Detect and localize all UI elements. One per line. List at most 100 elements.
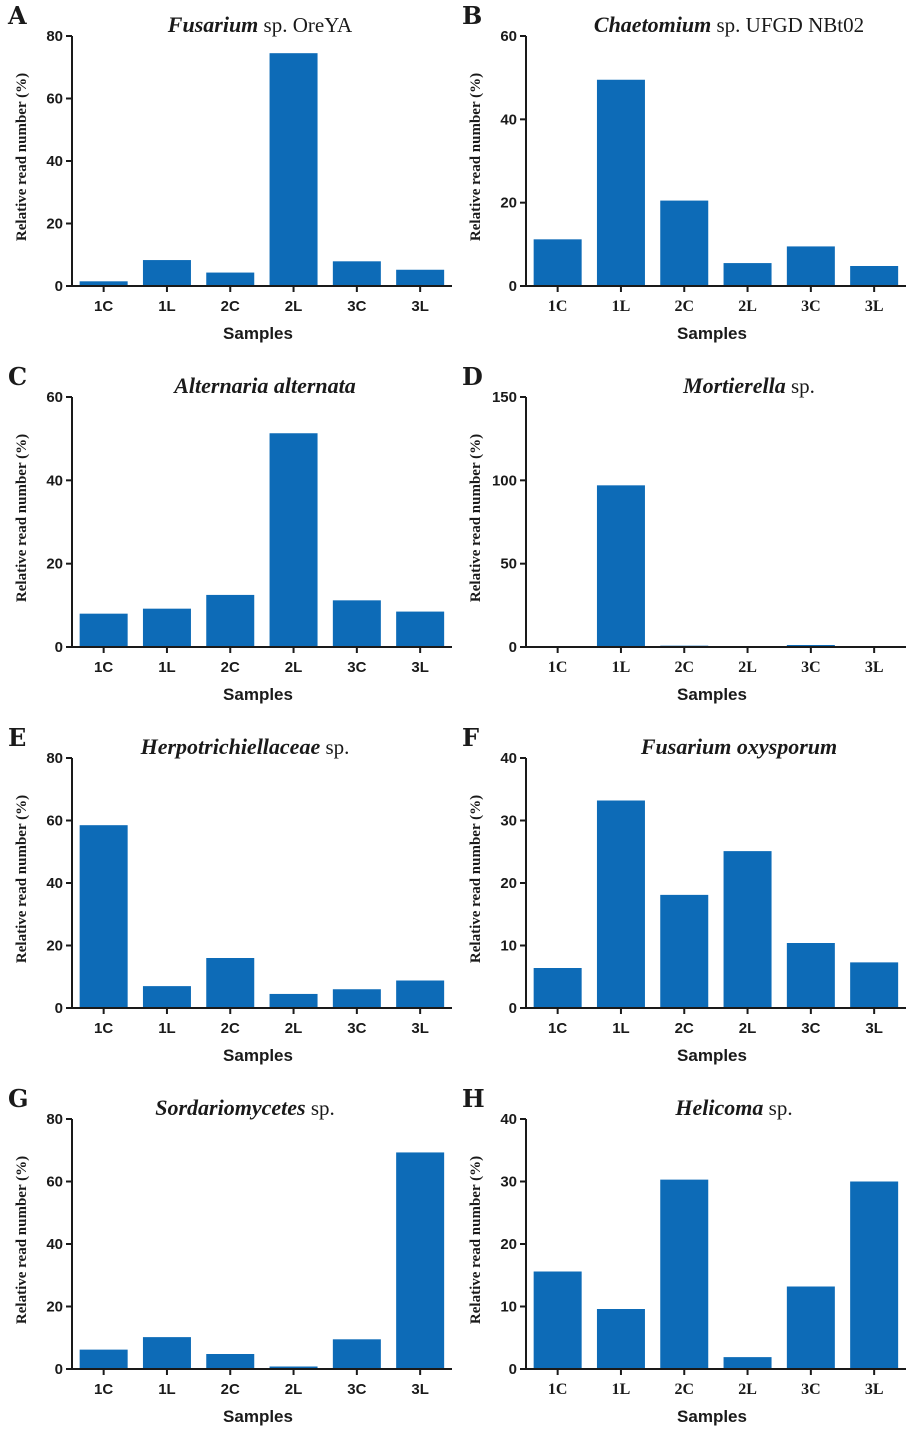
x-tick-label: 2C [675, 1020, 694, 1037]
y-axis-label: Relative read number (%) [14, 73, 30, 241]
x-tick-label: 2L [285, 298, 303, 315]
title-run: Chaetomium [594, 12, 711, 37]
y-tick-label: 30 [500, 1174, 517, 1191]
x-tick-label: 2C [674, 298, 694, 315]
y-axis-label: Relative read number (%) [14, 795, 30, 963]
x-tick-label: 3L [865, 659, 884, 676]
bar-1l [596, 485, 645, 647]
x-tick-label: 3L [411, 1381, 429, 1398]
y-tick-label: 150 [492, 389, 517, 406]
x-tick-label: 1C [94, 298, 113, 315]
chart-title: Mortierella sp. [682, 373, 815, 398]
y-axis-label: Relative read number (%) [14, 1156, 30, 1324]
bar-1l [142, 986, 191, 1008]
x-tick-label: 1C [548, 659, 568, 676]
x-tick-label: 2L [739, 1020, 757, 1037]
title-run: Sordariomycetes [155, 1095, 305, 1120]
bar-2l [269, 433, 318, 647]
y-tick-label: 60 [500, 28, 517, 45]
x-axis-label: Samples [223, 1407, 293, 1426]
x-tick-label: 2C [674, 1381, 694, 1398]
x-tick-label: 2L [738, 1381, 757, 1398]
y-tick-label: 0 [55, 1361, 63, 1378]
y-tick-label: 0 [55, 639, 63, 656]
y-tick-label: 20 [500, 875, 517, 892]
panel-label: G [8, 1084, 29, 1113]
x-tick-label: 1L [158, 1020, 176, 1037]
chart-title: Fusarium sp. OreYA [167, 12, 353, 37]
panel-label: C [8, 362, 27, 391]
x-axis-label: Samples [677, 324, 747, 343]
y-tick-label: 0 [55, 278, 63, 295]
chart-title: Alternaria alternata [172, 373, 356, 398]
bar-3l [850, 266, 899, 286]
title-run: sp. [306, 1096, 335, 1120]
chart-svg: E Herpotrichiellaceae sp. 0 20 40 60 80 1C 1L 2C 2… [8, 723, 452, 1065]
y-tick-label: 40 [500, 1111, 517, 1128]
x-tick-label: 2C [221, 659, 240, 676]
title-run: sp. UFGD NBt02 [711, 13, 864, 37]
bar-1l [596, 1309, 645, 1369]
y-axis-label: Relative read number (%) [468, 73, 484, 241]
y-tick-label: 20 [46, 556, 63, 573]
bar-2l [723, 263, 772, 286]
title-run: Mortierella [682, 373, 786, 398]
x-tick-label: 3L [865, 1020, 883, 1037]
bar-2l [723, 851, 772, 1008]
x-tick-label: 2C [221, 1381, 240, 1398]
y-tick-label: 0 [509, 1000, 517, 1017]
panel-label: D [462, 362, 483, 391]
bar-2c [206, 594, 255, 647]
x-tick-label: 1L [612, 659, 631, 676]
y-tick-label: 10 [500, 1299, 517, 1316]
x-tick-label: 2L [738, 659, 757, 676]
x-axis-label: Samples [223, 685, 293, 704]
y-tick-label: 50 [500, 556, 517, 573]
y-tick-label: 80 [46, 1111, 63, 1128]
x-tick-label: 2L [285, 659, 303, 676]
y-axis-label: Relative read number (%) [14, 434, 30, 602]
y-tick-label: 20 [500, 1236, 517, 1253]
title-run: sp. [786, 374, 815, 398]
bar-2c [206, 958, 255, 1008]
bar-2c [660, 1179, 709, 1369]
bar-1c [79, 1349, 128, 1369]
x-tick-label: 3C [801, 298, 821, 315]
x-tick-label: 3L [411, 1020, 429, 1037]
panel-c: C Alternaria alternata 0 20 40 60 1C 1L 2C 2L 3C 3L… [0, 361, 454, 722]
bar-2l [269, 53, 318, 286]
chart-svg: C Alternaria alternata 0 20 40 60 1C 1L 2C 2L 3C 3L… [8, 362, 452, 704]
panel-label: E [8, 723, 26, 752]
x-tick-label: 2L [285, 1020, 303, 1037]
x-tick-label: 1C [94, 1381, 113, 1398]
title-run: sp. [320, 735, 349, 759]
x-tick-label: 1C [548, 298, 568, 315]
title-run: Alternaria alternata [172, 373, 356, 398]
bar-2l [269, 993, 318, 1008]
x-tick-label: 1L [158, 298, 176, 315]
x-tick-label: 3L [411, 298, 429, 315]
x-tick-label: 3L [411, 659, 429, 676]
chart-svg: G Sordariomycetes sp. 0 20 40 60 80 1C 1L 2C 2L 3C 3… [8, 1084, 452, 1426]
x-tick-label: 3C [347, 659, 366, 676]
y-tick-label: 60 [46, 1174, 63, 1191]
chart-svg: B Chaetomium sp. UFGD NBt02 0 20 40 60 1C 1L 2C 2… [462, 1, 906, 343]
y-tick-label: 30 [500, 813, 517, 830]
y-tick-label: 40 [46, 153, 63, 170]
bar-3l [850, 1181, 899, 1369]
y-tick-label: 20 [500, 195, 517, 212]
x-tick-label: 1L [612, 1381, 631, 1398]
bar-3c [332, 600, 381, 647]
chart-svg: D Mortierella sp. 0 50 100 150 1C 1L 2C 2L 3C 3L Sam… [462, 362, 906, 704]
x-tick-label: 2C [221, 298, 240, 315]
bar-3l [850, 962, 899, 1008]
bar-1l [142, 260, 191, 286]
x-tick-label: 3C [801, 1381, 821, 1398]
bar-1c [79, 281, 128, 286]
x-tick-label: 2L [285, 1381, 303, 1398]
x-tick-label: 3C [801, 659, 821, 676]
bar-1c [79, 825, 128, 1008]
y-tick-label: 60 [46, 813, 63, 830]
x-tick-label: 1L [612, 298, 631, 315]
